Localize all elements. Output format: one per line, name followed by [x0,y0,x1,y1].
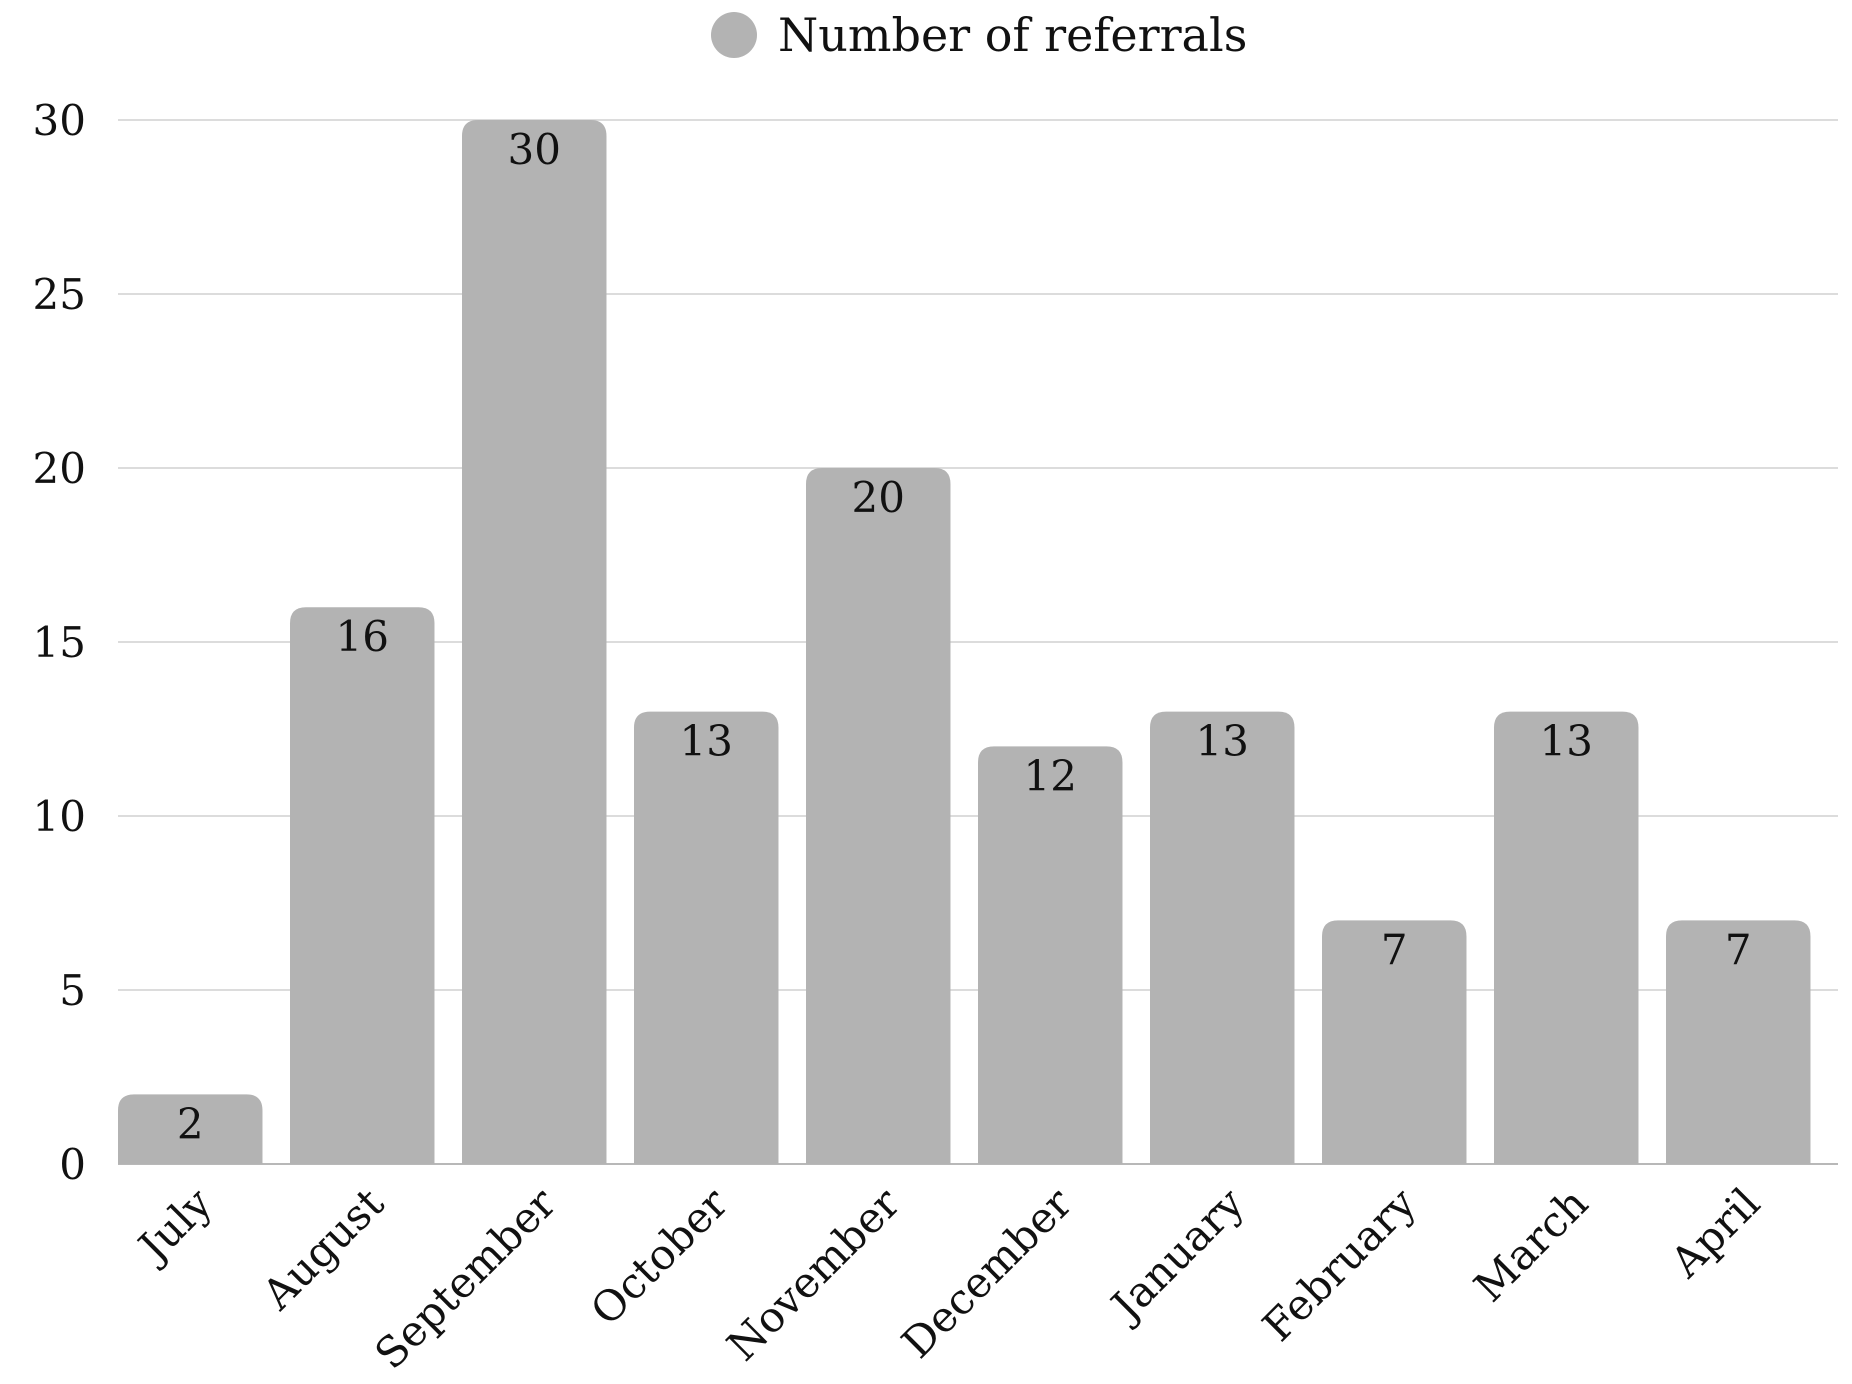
data-label: 2 [177,1099,204,1148]
x-tick-label: February [1253,1178,1425,1350]
bar-april [1666,920,1811,1164]
bar-november [806,468,951,1164]
x-tick-label: November [717,1178,909,1370]
data-label: 7 [1381,925,1408,974]
bar-october [634,711,779,1164]
data-label: 30 [508,125,561,174]
y-tick-label: 5 [59,966,86,1015]
legend: Number of referrals [711,8,1247,62]
legend-swatch-icon [711,12,757,58]
data-label: 13 [680,717,733,766]
y-tick-label: 10 [33,792,86,841]
y-tick-label: 30 [33,96,86,145]
x-tick-label: September [365,1178,566,1379]
x-tick-label: August [252,1178,393,1319]
data-label: 12 [1024,751,1077,800]
y-axis: 0 5 10 15 20 25 30 [33,96,86,1189]
bar-august [290,607,435,1164]
x-tick-label: October [581,1178,738,1335]
y-tick-label: 20 [33,444,86,493]
y-tick-label: 0 [59,1140,86,1189]
data-label: 16 [336,612,389,661]
data-label: 13 [1540,717,1593,766]
x-tick-label: January [1099,1178,1253,1332]
x-tick-label: July [127,1178,222,1273]
bar-march [1494,711,1639,1164]
x-tick-label: April [1660,1178,1769,1287]
bars: 2 16 30 13 20 12 13 7 13 7 [118,120,1811,1164]
bar-january [1150,711,1295,1164]
legend-label: Number of referrals [778,8,1247,62]
bar-september [462,120,607,1164]
y-tick-label: 15 [33,618,86,667]
data-label: 20 [852,473,905,522]
x-tick-label: March [1465,1178,1598,1311]
data-label: 7 [1725,925,1752,974]
y-tick-label: 25 [33,270,86,319]
x-tick-label: December [892,1178,1082,1368]
bar-july [118,1094,263,1164]
data-label: 13 [1196,717,1249,766]
bar-december [978,746,1123,1164]
bar-february [1322,920,1467,1164]
